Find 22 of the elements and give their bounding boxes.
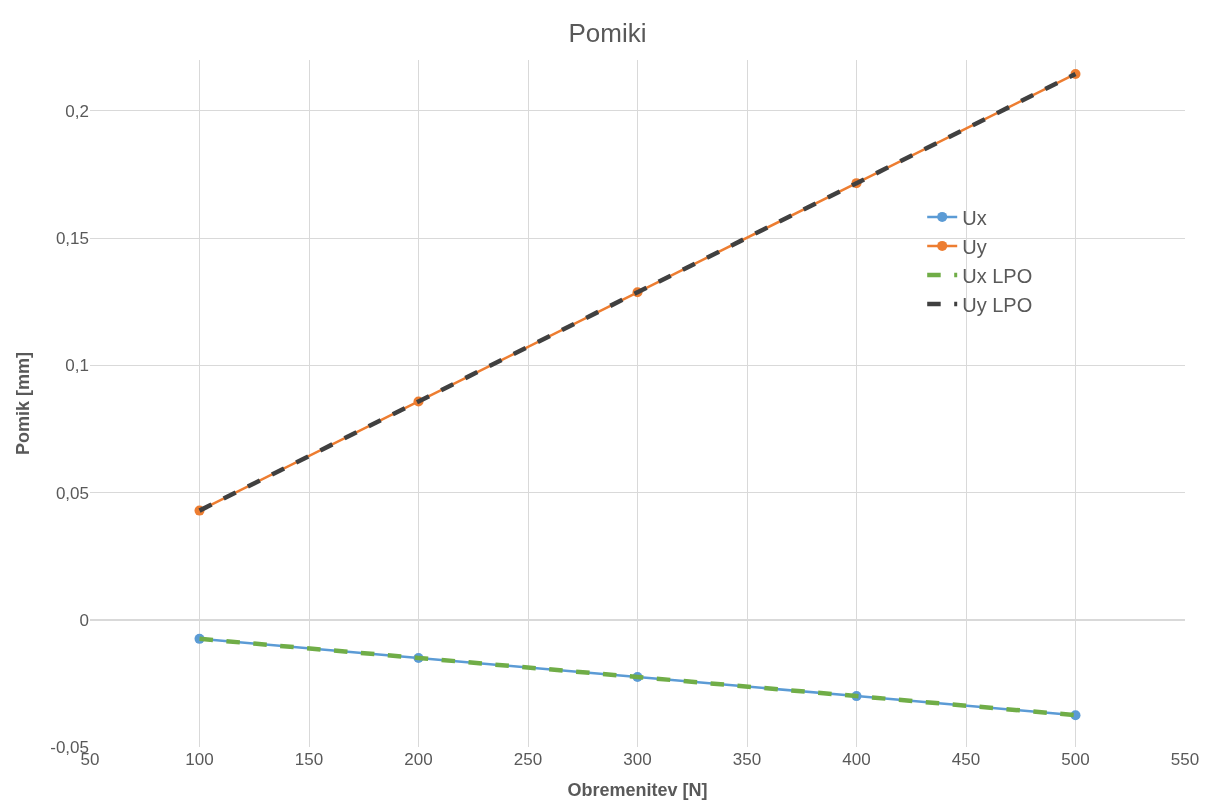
y-tick-label: 0,15 — [55, 229, 89, 249]
legend-label: Uy — [962, 235, 987, 258]
legend-label: Uy LPO — [962, 293, 1033, 316]
y-axis-title: Pomik [mm] — [13, 351, 34, 456]
x-tick-label: 350 — [732, 750, 762, 769]
x-axis-title: Obremenitev [N] — [567, 780, 708, 801]
x-tick-label: 500 — [1061, 750, 1090, 769]
y-tick-label: 0,1 — [65, 356, 89, 376]
x-tick-label: 400 — [842, 750, 871, 769]
y-tick-label: 0 — [79, 610, 89, 630]
x-tick-label: 300 — [623, 750, 652, 769]
x-tick-label: 250 — [513, 750, 543, 769]
legend-label: Ux LPO — [962, 264, 1033, 287]
x-tick-label: 450 — [951, 750, 981, 769]
x-tick-label: 150 — [294, 750, 324, 769]
x-tick-label: 550 — [1170, 750, 1200, 769]
y-tick-label: 0,05 — [55, 483, 89, 503]
x-tick-label: 200 — [404, 750, 433, 769]
y-tick-label: 0,2 — [65, 101, 89, 121]
chart-title: Pomiki — [568, 18, 647, 49]
legend-label: Ux — [962, 206, 987, 229]
x-tick-label: 100 — [185, 750, 214, 769]
